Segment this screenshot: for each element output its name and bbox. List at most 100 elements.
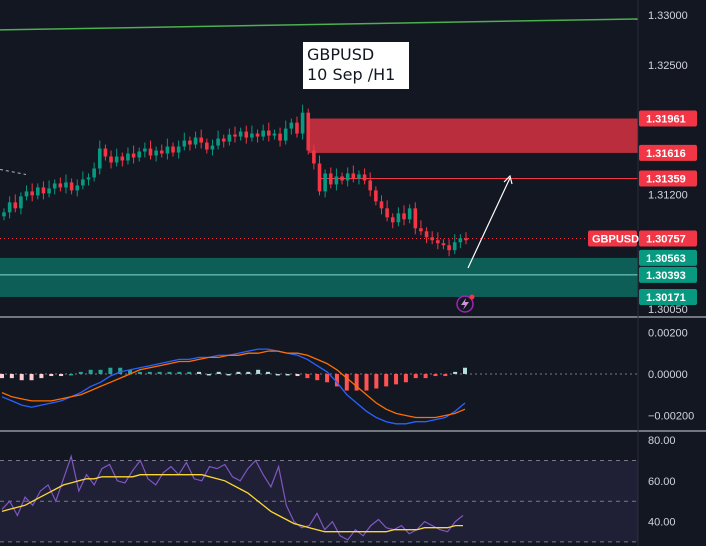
candle-body bbox=[419, 228, 423, 232]
candle-body bbox=[81, 179, 85, 186]
macd-tick-label: 0.00000 bbox=[648, 369, 688, 381]
macd-histogram-bar bbox=[423, 373, 428, 379]
candle-body bbox=[171, 146, 175, 153]
price-level-badge bbox=[639, 249, 697, 266]
candle-body bbox=[441, 243, 446, 246]
candle-body bbox=[109, 156, 113, 163]
macd-histogram-bar bbox=[453, 371, 458, 374]
candle-body bbox=[19, 196, 23, 209]
macd-tick-label: −0.00200 bbox=[648, 410, 694, 422]
macd-histogram-bar bbox=[413, 373, 418, 379]
candle-body bbox=[52, 183, 57, 189]
candle-body bbox=[176, 146, 181, 153]
macd-histogram-bar bbox=[364, 373, 369, 391]
macd-histogram-bar bbox=[68, 373, 73, 376]
macd-histogram-bar bbox=[206, 373, 211, 376]
candle-body bbox=[2, 212, 6, 217]
price-level-badge bbox=[639, 144, 697, 161]
candle-body bbox=[216, 138, 220, 146]
demand-zone bbox=[0, 257, 638, 297]
macd-histogram-bar bbox=[98, 369, 103, 374]
candle-body bbox=[357, 174, 361, 179]
candle-body bbox=[182, 140, 187, 147]
rsi-tick-label: 40.00 bbox=[648, 517, 676, 529]
macd-histogram-bar bbox=[246, 371, 251, 374]
macd-histogram-bar bbox=[0, 373, 4, 379]
candle-body bbox=[221, 138, 226, 142]
price-level-badge bbox=[639, 110, 697, 127]
candle-body bbox=[385, 208, 389, 218]
candle-body bbox=[379, 201, 384, 209]
price-level-label: 1.30393 bbox=[646, 270, 686, 282]
macd-histogram-bar bbox=[394, 373, 399, 385]
price-level-badge bbox=[639, 266, 697, 283]
macd-histogram-bar bbox=[384, 373, 389, 387]
candle-body bbox=[436, 240, 440, 244]
candle-body bbox=[148, 148, 153, 156]
macd-histogram-bar bbox=[39, 373, 44, 379]
rsi-pane bbox=[0, 454, 638, 543]
macd-histogram-bar bbox=[147, 371, 152, 374]
candle-body bbox=[255, 133, 260, 137]
candle-body bbox=[227, 134, 232, 142]
candle-body bbox=[424, 231, 429, 238]
candle-body bbox=[103, 148, 108, 157]
candle-body bbox=[396, 213, 401, 223]
projection-arrow bbox=[467, 177, 511, 269]
candle-body bbox=[36, 187, 40, 196]
price-level-label: 1.31359 bbox=[646, 174, 686, 186]
price-tick-label: 1.32500 bbox=[648, 60, 688, 72]
macd-histogram-bar bbox=[305, 373, 310, 379]
macd-histogram-bar bbox=[9, 373, 14, 379]
price-level-label: 1.31961 bbox=[646, 114, 686, 126]
candle-body bbox=[97, 148, 102, 169]
candle-body bbox=[312, 150, 316, 164]
macd-pane bbox=[0, 348, 638, 425]
candle-body bbox=[233, 134, 237, 137]
price-level-label: 1.30563 bbox=[646, 253, 686, 265]
price-axis: 1.33000 1.32500 1.31200 1.30050 1.31961 1.316… bbox=[588, 10, 697, 529]
candle-body bbox=[244, 131, 249, 138]
candle-body bbox=[430, 237, 434, 241]
candle-body bbox=[154, 150, 158, 156]
candle-body bbox=[447, 245, 451, 251]
candle-body bbox=[58, 183, 63, 188]
price-level-label: 1.31616 bbox=[646, 148, 686, 160]
candle-body bbox=[362, 174, 367, 181]
macd-tick-label: 0.00200 bbox=[648, 327, 688, 339]
macd-histogram-bar bbox=[344, 373, 349, 391]
candle-body bbox=[283, 128, 288, 141]
candle-body bbox=[143, 148, 147, 152]
rsi-line bbox=[1, 454, 464, 541]
candle-body bbox=[41, 187, 46, 194]
macd-histogram-bar bbox=[157, 371, 162, 374]
macd-histogram-bar bbox=[433, 373, 438, 377]
candle-body bbox=[464, 238, 468, 241]
candle-body bbox=[188, 140, 192, 145]
candle-body bbox=[272, 133, 277, 136]
candle-body bbox=[390, 217, 395, 223]
macd-histogram-bar bbox=[167, 371, 172, 374]
macd-histogram-bar bbox=[49, 373, 54, 377]
macd-histogram-bar bbox=[315, 373, 320, 381]
chart-subtitle: 10 Sep /H1 bbox=[307, 65, 396, 84]
macd-histogram-bar bbox=[256, 369, 261, 374]
candle-body bbox=[238, 131, 243, 137]
signal-line bbox=[1, 350, 466, 419]
price-level-badge bbox=[639, 170, 697, 187]
candle-body bbox=[267, 130, 271, 136]
macd-histogram-bar bbox=[236, 371, 241, 374]
candle-body bbox=[306, 112, 311, 151]
macd-histogram-bar bbox=[177, 371, 182, 374]
arrow-head bbox=[503, 174, 513, 185]
candle-body bbox=[300, 112, 305, 134]
macd-histogram-bar bbox=[19, 373, 24, 381]
candle-body bbox=[334, 176, 339, 185]
candle-body bbox=[210, 145, 215, 150]
supply-zone bbox=[309, 118, 638, 153]
candle-body bbox=[30, 191, 34, 196]
macd-line bbox=[1, 348, 466, 425]
symbol-tag-label: GBPUSD bbox=[592, 234, 639, 246]
